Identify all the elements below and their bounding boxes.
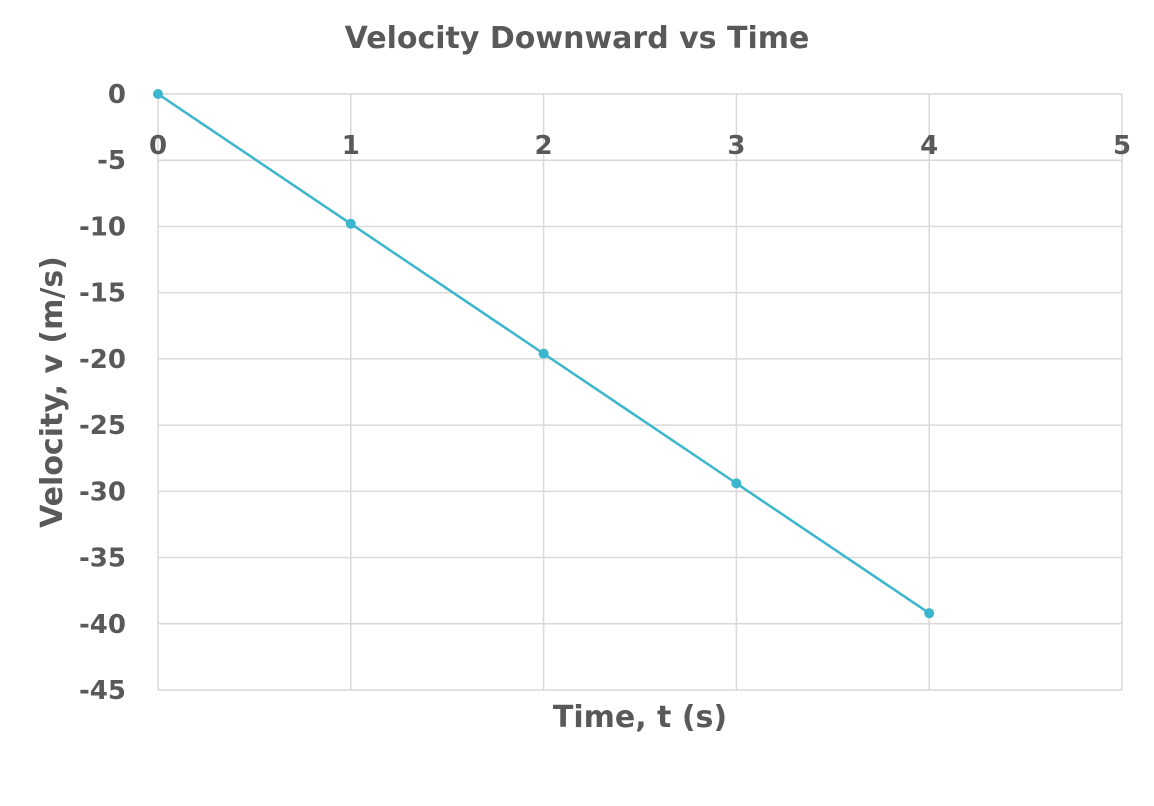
- x-tick-label: 0: [149, 131, 167, 161]
- tick-labels: 0 -5 -10 -15 -20 -25 -30 -35 -40 -45 0 1 2 3 4 5: [79, 80, 1131, 706]
- x-tick-label: 3: [727, 131, 745, 161]
- x-tick-label: 2: [535, 131, 553, 161]
- y-axis-title: Velocity, v (m/s): [35, 256, 70, 528]
- y-tick-label: 0: [108, 80, 126, 110]
- y-tick-label: -10: [79, 212, 126, 242]
- x-tick-label: 1: [342, 131, 360, 161]
- data-point: [345, 218, 356, 229]
- y-tick-label: -5: [97, 146, 126, 176]
- data-point: [731, 478, 742, 489]
- y-tick-label: -30: [79, 477, 126, 507]
- y-tick-label: -25: [79, 411, 126, 441]
- x-tick-label: 4: [920, 131, 938, 161]
- x-tick-label: 5: [1113, 131, 1131, 161]
- y-tick-label: -15: [79, 279, 126, 309]
- chart-title: Velocity Downward vs Time: [345, 21, 810, 56]
- y-tick-label: -40: [79, 610, 126, 640]
- y-tick-label: -45: [79, 676, 126, 706]
- y-tick-label: -35: [79, 544, 126, 574]
- data-point: [153, 89, 163, 99]
- grid: [157, 93, 1123, 691]
- series: [153, 89, 935, 619]
- x-axis-title: Time, t (s): [553, 700, 727, 735]
- y-tick-label: -20: [79, 345, 126, 375]
- data-point: [924, 608, 935, 619]
- data-point: [538, 348, 549, 359]
